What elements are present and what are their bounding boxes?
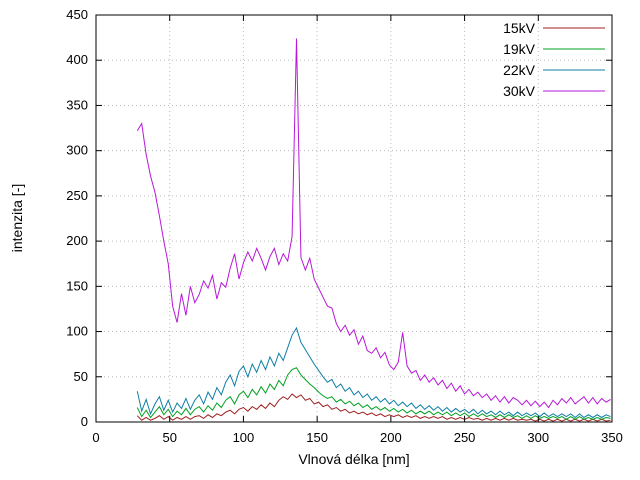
legend: 15kV 19kV 22kV 30kV xyxy=(503,20,605,99)
x-tick-label: 50 xyxy=(162,430,176,445)
x-tick-label: 300 xyxy=(527,430,549,445)
x-tick-label: 0 xyxy=(92,430,99,445)
series-line-30kV xyxy=(136,38,611,409)
y-tick-label: 0 xyxy=(81,414,88,429)
y-tick-label: 450 xyxy=(66,7,88,22)
y-tick-label: 150 xyxy=(66,278,88,293)
x-tick-label: 100 xyxy=(233,430,255,445)
tick-label-layer: 0 50 100 150 200 250 300 350 0 50 100 150 200 250 300 3… xyxy=(66,7,623,445)
tick-layer xyxy=(95,14,613,423)
y-tick-label: 400 xyxy=(66,52,88,67)
y-tick-label: 200 xyxy=(66,233,88,248)
x-axis-label: Vlnová délka [nm] xyxy=(298,451,409,467)
plot-border xyxy=(95,14,613,423)
y-tick-label: 100 xyxy=(66,324,88,339)
y-axis-label: intenzita [-] xyxy=(9,184,25,252)
x-tick-label: 150 xyxy=(306,430,328,445)
y-tick-label: 350 xyxy=(66,97,88,112)
y-tick-label: 250 xyxy=(66,188,88,203)
y-tick-label: 300 xyxy=(66,143,88,158)
y-tick-label: 50 xyxy=(74,369,88,384)
legend-label-22kV: 22kV xyxy=(503,62,536,78)
legend-label-15kV: 15kV xyxy=(503,20,536,36)
legend-label-19kV: 19kV xyxy=(503,41,536,57)
x-tick-label: 200 xyxy=(380,430,402,445)
x-tick-label: 250 xyxy=(454,430,476,445)
legend-label-30kV: 30kV xyxy=(503,83,536,99)
series-line-15kV xyxy=(136,393,611,422)
x-tick-label: 350 xyxy=(601,430,623,445)
series-line-19kV xyxy=(136,367,611,420)
series-layer xyxy=(136,38,611,422)
series-line-22kV xyxy=(136,326,611,419)
